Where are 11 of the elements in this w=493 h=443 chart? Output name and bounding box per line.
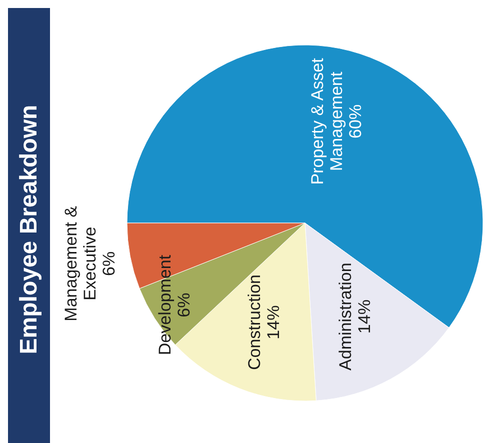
data-label: 14% xyxy=(355,300,374,334)
slice-label: Development xyxy=(156,254,175,356)
slice-label: Management & Executive xyxy=(62,205,100,322)
slice-label: Construction xyxy=(246,274,265,370)
slice-label: Administration xyxy=(336,262,356,370)
slice-label: Property & Asset Management xyxy=(308,58,346,185)
data-label: 60% xyxy=(346,104,366,138)
text: Employee Breakdown xyxy=(15,104,42,354)
data-label: 6% xyxy=(100,251,120,276)
data-label: 14% xyxy=(264,305,284,340)
data-label: 6% xyxy=(174,292,194,318)
